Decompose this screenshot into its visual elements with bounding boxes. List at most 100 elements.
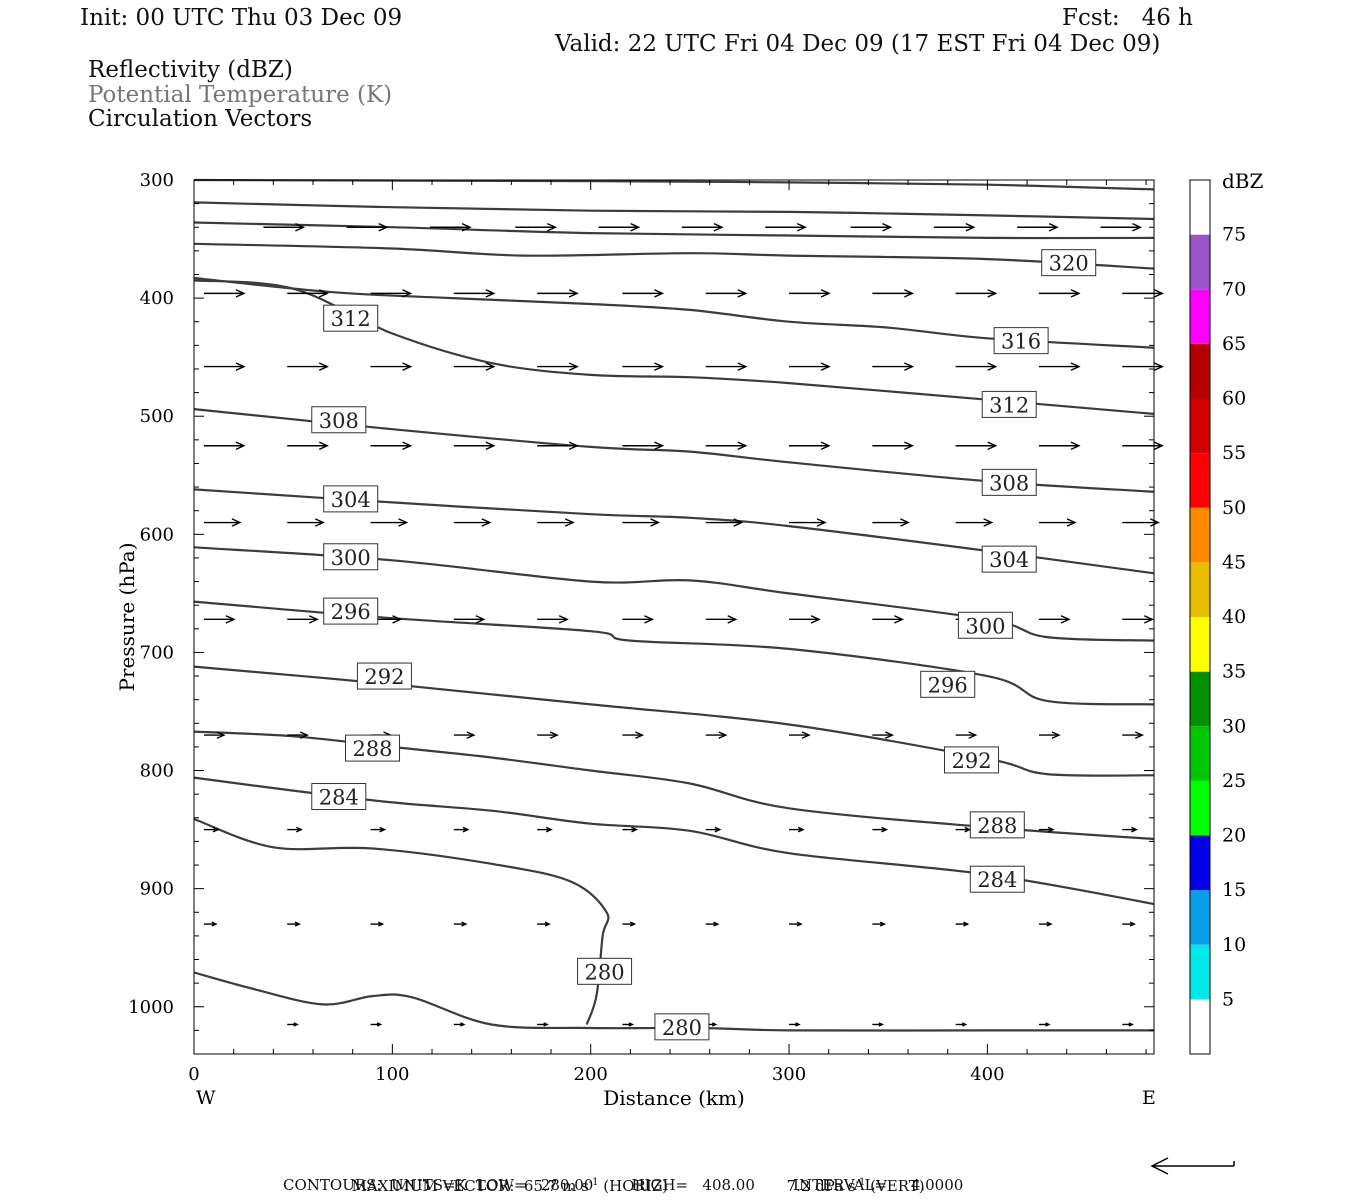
colorbar-label: 55	[1222, 442, 1246, 464]
circulation-vector	[1122, 289, 1164, 298]
circulation-vector	[1038, 441, 1081, 450]
east-label: E	[1142, 1087, 1156, 1109]
colorbar-swatch	[1190, 180, 1210, 235]
y-tick-label: 500	[140, 406, 174, 427]
circulation-vector	[287, 362, 329, 371]
forecast-hour: Fcst: 46 h	[1062, 5, 1193, 31]
contour-label: 300	[957, 611, 1013, 639]
circulation-vector	[622, 826, 639, 833]
circulation-vector	[1038, 615, 1071, 624]
y-tick-label: 900	[140, 879, 174, 900]
contours-info: CONTOURS: UNITS=K LOW= 280.00 HIGH= 408.…	[283, 1176, 964, 1194]
colorbar-swatch	[1190, 453, 1210, 508]
circulation-vector	[1122, 518, 1160, 527]
valid-time: Valid: 22 UTC Fri 04 Dec 09 (17 EST Fri …	[555, 31, 1161, 57]
dbz-colorbar: 5 10 15 20 25 30 35 40 45 50 55 60 65 70 75 dBZ	[1189, 169, 1264, 1055]
circulation-vector	[955, 826, 972, 833]
contour-label: 300	[323, 543, 379, 571]
exponent-vert: -1	[855, 1177, 866, 1188]
circulation-vector	[622, 518, 661, 527]
circulation-vector	[1122, 731, 1144, 739]
circulation-vector	[203, 615, 236, 624]
circulation-vector	[872, 289, 915, 298]
contour-label: 288	[345, 734, 401, 762]
colorbar-label: 15	[1222, 879, 1246, 901]
circulation-vector	[287, 615, 319, 624]
circulation-vector	[872, 441, 915, 450]
contour-line-11	[193, 730, 1155, 841]
circulation-vector	[203, 826, 220, 833]
colorbar-label: 70	[1222, 278, 1246, 300]
colorbar-label: 65	[1222, 333, 1246, 355]
colorbar-swatch	[1190, 780, 1210, 836]
circulation-vector	[850, 223, 893, 232]
circulation-vector	[203, 921, 218, 927]
contour-label-text: 312	[331, 307, 371, 331]
circulation-vector	[622, 731, 645, 739]
contour-label: 304	[323, 485, 379, 513]
circulation-vector	[622, 615, 655, 624]
circulation-vector	[453, 441, 496, 450]
colorbar-swatch	[1190, 289, 1210, 344]
circulation-vector	[1038, 826, 1055, 833]
contour-label-text: 288	[977, 814, 1017, 838]
circulation-vector	[705, 518, 744, 527]
circulation-vector	[287, 518, 325, 527]
colorbar-label: 50	[1222, 497, 1246, 519]
circulation-vector	[537, 1022, 549, 1027]
colorbar-swatch	[1190, 944, 1210, 1000]
circulation-vector	[955, 441, 998, 450]
contour-line-4	[193, 279, 1155, 415]
colorbar-swatch	[1190, 999, 1210, 1054]
circulation-vector	[872, 615, 905, 624]
contour-line-3	[193, 242, 1155, 270]
x-tick-label: 0	[188, 1064, 199, 1085]
colorbar-swatch	[1190, 234, 1210, 290]
circulation-vector	[789, 441, 831, 450]
contour-label: 312	[323, 304, 379, 332]
contour-line-0	[193, 178, 1155, 191]
contour-label-text: 280	[662, 1016, 702, 1040]
field-potential-temperature: Potential Temperature (K)	[88, 82, 393, 108]
circulation-vector	[622, 1022, 635, 1027]
circulation-vector	[1122, 615, 1154, 624]
colorbar-label: 40	[1222, 606, 1246, 628]
contour-line-14	[193, 971, 1154, 1032]
circulation-vector	[370, 1022, 383, 1027]
circulation-vector	[789, 826, 805, 833]
max-vector-vert-tag: (VERT)	[865, 1177, 925, 1195]
circulation-vector	[1122, 441, 1164, 450]
contour-label: 296	[323, 597, 379, 625]
circulation-vector	[705, 826, 722, 833]
y-tick-label: 400	[140, 288, 174, 309]
colorbar-swatch	[1190, 726, 1210, 781]
circulation-vector	[453, 921, 468, 927]
circulation-vector	[789, 1022, 801, 1027]
contour-label: 296	[920, 670, 976, 698]
exponent-horiz: -1	[588, 1177, 599, 1188]
contour-label-text: 312	[989, 393, 1029, 417]
colorbar-swatch	[1190, 507, 1210, 563]
circulation-vector	[370, 921, 385, 927]
plot-frame	[193, 179, 1155, 1055]
max-vector-vert-text: 7.2 dPa s-1 (VERT)	[777, 1157, 925, 1195]
contour-label-text: 280	[585, 960, 625, 984]
colorbar-title: dBZ	[1222, 169, 1264, 193]
circulation-vector	[453, 362, 496, 371]
axis-ticks: 300 400 500 600 700 800 900 1000 0 100 200 300 400	[128, 170, 1154, 1085]
circulation-vector	[789, 615, 821, 624]
colorbar-swatch	[1190, 617, 1210, 672]
circulation-vector	[872, 362, 915, 371]
circulation-vector	[370, 826, 387, 833]
contour-label: 304	[981, 545, 1037, 573]
colorbar-swatch	[1190, 398, 1210, 454]
contour-label: 320	[1041, 249, 1097, 277]
contour-label-text: 320	[1049, 252, 1089, 276]
circulation-vector	[287, 921, 301, 927]
circulation-vector	[287, 441, 329, 450]
colorbar-swatch	[1190, 835, 1210, 891]
circulation-vector	[453, 289, 496, 298]
contour-line-2	[193, 221, 1155, 240]
colorbar-label: 5	[1222, 988, 1234, 1010]
